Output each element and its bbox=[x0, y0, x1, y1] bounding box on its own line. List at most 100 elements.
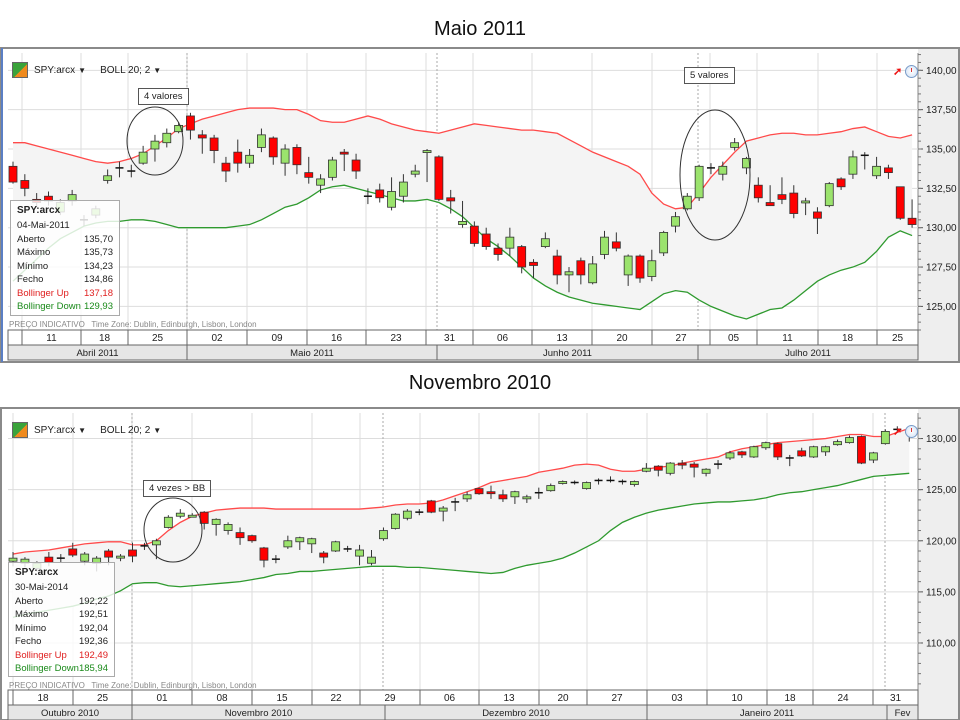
symbol-selector[interactable]: SPY:arcx ▼ bbox=[34, 65, 86, 76]
indicator-selector[interactable]: BOLL 20; 2 ▼ bbox=[100, 425, 161, 436]
candle-body-down bbox=[611, 241, 621, 249]
candle bbox=[641, 463, 651, 473]
candle bbox=[529, 259, 538, 279]
bollinger-band-fill bbox=[13, 428, 910, 618]
candle-body-up bbox=[821, 446, 830, 453]
candle bbox=[174, 122, 184, 134]
candle bbox=[845, 435, 854, 444]
candle-body-down bbox=[737, 451, 747, 456]
candle-body-up bbox=[257, 134, 266, 148]
clock-icon[interactable] bbox=[905, 425, 918, 438]
week-label: 11 bbox=[782, 333, 793, 344]
tooltip-row: Aberto 135,70 bbox=[17, 233, 113, 247]
symbol-label: SPY:arcx bbox=[34, 424, 76, 436]
tooltip-label: Mínimo bbox=[17, 260, 49, 272]
candle bbox=[280, 144, 290, 176]
candle-body-up bbox=[80, 553, 90, 562]
candle-body-down bbox=[813, 211, 822, 219]
candle bbox=[552, 249, 562, 285]
candle bbox=[211, 518, 221, 536]
candle bbox=[319, 550, 329, 564]
y-tick-label: 130,00 bbox=[926, 223, 957, 234]
tooltip-label: Bollinger Down bbox=[15, 663, 79, 674]
candle-body-down bbox=[434, 156, 444, 200]
candle-body-up bbox=[510, 491, 520, 498]
candle bbox=[576, 257, 586, 285]
candle-body-down bbox=[128, 549, 137, 557]
tooltip-row: Mínimo 134,23 bbox=[17, 260, 113, 274]
candle-body-up bbox=[187, 514, 197, 518]
candle-body-up bbox=[162, 132, 172, 144]
candle-body-down bbox=[319, 552, 329, 558]
tooltip-value: 134,23 bbox=[83, 260, 113, 272]
candle bbox=[725, 450, 735, 461]
month-label: Junho 2011 bbox=[543, 348, 592, 359]
candle-body-up bbox=[223, 524, 233, 531]
candle-body-up bbox=[749, 446, 759, 458]
candle-body-down bbox=[375, 189, 385, 199]
candle bbox=[836, 177, 846, 190]
candle bbox=[730, 137, 740, 151]
candle-body-up bbox=[623, 255, 633, 276]
week-label: 06 bbox=[444, 693, 456, 704]
annotation-ellipse bbox=[679, 109, 751, 241]
candle bbox=[671, 211, 680, 233]
week-label: 25 bbox=[892, 333, 904, 344]
candle-body-up bbox=[659, 232, 669, 254]
clock-icon[interactable] bbox=[905, 65, 918, 78]
candle bbox=[175, 509, 185, 519]
candle bbox=[630, 480, 639, 487]
candle bbox=[140, 542, 149, 550]
candle bbox=[422, 149, 432, 183]
tooltip-date-value: 30-Mai-2014 bbox=[15, 582, 69, 593]
chart-tools-bottom: ➚ bbox=[893, 425, 918, 438]
candle bbox=[884, 164, 893, 179]
candle bbox=[8, 161, 18, 184]
candle bbox=[339, 149, 349, 172]
trend-arrow-icon[interactable]: ➚ bbox=[893, 65, 903, 78]
week-label: 06 bbox=[497, 333, 509, 344]
candle bbox=[469, 221, 479, 247]
week-label: 25 bbox=[152, 333, 164, 344]
candle-body-down bbox=[789, 192, 799, 214]
candle bbox=[777, 177, 787, 205]
candle bbox=[402, 509, 412, 521]
candle-body-up bbox=[665, 462, 675, 474]
candle-body-down bbox=[765, 202, 775, 207]
candle bbox=[857, 435, 866, 465]
candle-body-down bbox=[653, 465, 663, 471]
symbol-selector[interactable]: SPY:arcx ▼ bbox=[34, 425, 86, 436]
candle-body-up bbox=[398, 181, 408, 197]
indicator-selector[interactable]: BOLL 20; 2 ▼ bbox=[100, 65, 161, 76]
candle-body-down bbox=[426, 500, 436, 513]
candle bbox=[821, 445, 830, 456]
candle-body-up bbox=[880, 430, 890, 445]
tooltip-label: Bollinger Up bbox=[17, 287, 69, 299]
price-axis bbox=[918, 49, 958, 361]
candle bbox=[283, 535, 293, 549]
candle-body-down bbox=[8, 165, 18, 183]
candle bbox=[635, 254, 645, 283]
candle bbox=[209, 134, 219, 164]
candle bbox=[259, 546, 269, 568]
candle-body-down bbox=[221, 162, 231, 172]
price-axis bbox=[918, 409, 958, 719]
week-label: 27 bbox=[675, 333, 687, 344]
candle-body-down bbox=[857, 436, 866, 464]
candle bbox=[714, 460, 723, 470]
candle-body-up bbox=[103, 175, 113, 181]
candle bbox=[797, 447, 807, 457]
candle bbox=[893, 426, 902, 433]
bollinger-up-line bbox=[12, 427, 910, 555]
candle-body-up bbox=[316, 178, 325, 186]
date-axis-weeks bbox=[7, 689, 919, 706]
candle bbox=[481, 227, 491, 250]
trend-arrow-icon[interactable]: ➚ bbox=[893, 425, 903, 438]
candle-body-up bbox=[8, 557, 18, 562]
week-label: 18 bbox=[37, 693, 49, 704]
candle-body-up bbox=[174, 124, 184, 133]
candle-body-up bbox=[379, 530, 388, 540]
candle bbox=[701, 468, 711, 477]
candle bbox=[127, 164, 136, 178]
annotation-ellipse bbox=[143, 497, 203, 563]
